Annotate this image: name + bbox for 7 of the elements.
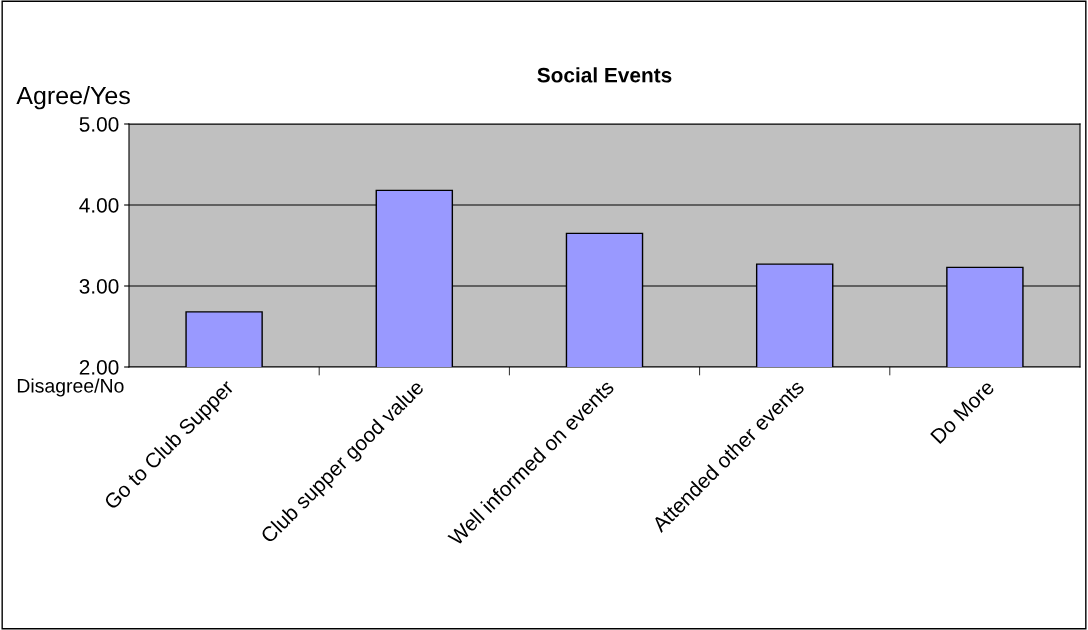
text: Disagree/No xyxy=(17,378,124,397)
y-tick-label: 5.00 xyxy=(79,117,119,132)
chart-title: Social Events xyxy=(537,67,672,83)
text: Agree/Yes xyxy=(16,86,130,110)
y-tick-label: 2.00 xyxy=(79,360,119,375)
y-tick-label: 3.00 xyxy=(79,279,119,294)
y-tick-label: 4.00 xyxy=(79,198,119,213)
